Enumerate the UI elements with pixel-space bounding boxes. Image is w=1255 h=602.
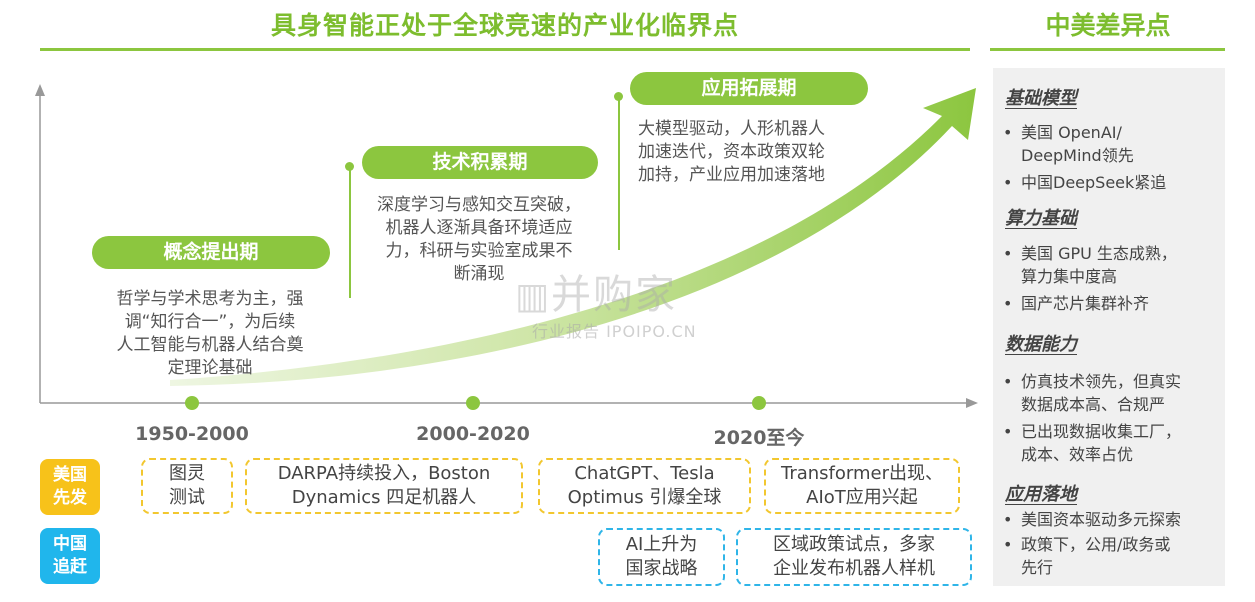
phase-text-application: 大模型驱动，人形机器人 加速迭代，资本政策双轮 加持，产业应用加速落地: [638, 119, 825, 185]
side-title: 中美差异点: [1045, 11, 1171, 40]
diff-section-title: 基础模型: [1005, 88, 1077, 109]
region-badge-cn: 中国 追赶: [40, 528, 100, 584]
x-axis-arrowhead: [966, 398, 978, 408]
diff-bullet: 美国 OpenAI/DeepMind领先: [1001, 121, 1223, 167]
phase-text-tech: 深度学习与感知交互突破， 机器人逐渐具备环境适应 力，科研与实验室成果不 断涌现: [377, 195, 581, 284]
phase-pill-tech: 技术积累期: [362, 146, 598, 179]
diff-bullet: 中国DeepSeek紧追: [1001, 171, 1223, 194]
phase-marker-line: [618, 98, 620, 250]
us-event-box: ChatGPT、Tesla Optimus 引爆全球: [538, 458, 751, 514]
diff-bullet: 国产芯片集群补齐: [1001, 292, 1223, 315]
growth-arrow: [170, 88, 976, 386]
diff-section-list: 美国 OpenAI/DeepMind领先 中国DeepSeek紧追: [1001, 121, 1223, 194]
phase-text-concept: 哲学与学术思考为主，强 调“知行合一”，为后续 人工智能与机器人结合奠 定理论基…: [116, 289, 304, 378]
diff-section-list: 美国 GPU 生态成熟，算力集中度高 国产芯片集群补齐: [1001, 242, 1223, 315]
timeline-dot: [185, 396, 199, 410]
watermark-text: 行业报告 IPOIPO.CN: [532, 322, 697, 341]
title-underline: [40, 48, 970, 51]
watermark-logo: ▥并购家: [515, 272, 678, 318]
year-label: 2000-2020: [416, 423, 530, 445]
phase-pill-application: 应用拓展期: [630, 72, 868, 105]
us-event-box: DARPA持续投入，Boston Dynamics 四足机器人: [245, 458, 523, 514]
diff-section-title: 数据能力: [1005, 334, 1077, 355]
phase-pill-concept: 概念提出期: [92, 236, 330, 269]
diff-bullet: 已出现数据收集工厂，成本、效率占优: [1001, 420, 1223, 466]
main-title: 具身智能正处于全球竞速的产业化临界点: [270, 11, 739, 40]
diff-bullet: 美国 GPU 生态成熟，算力集中度高: [1001, 242, 1223, 288]
us-event-box: Transformer出现、 AIoT应用兴起: [764, 458, 960, 514]
diff-bullet: 美国资本驱动多元探索: [1001, 508, 1223, 531]
year-label: 1950-2000: [135, 423, 249, 445]
region-badge-us: 美国 先发: [40, 459, 100, 515]
differences-panel: 基础模型 美国 OpenAI/DeepMind领先 中国DeepSeek紧追 算…: [993, 68, 1225, 586]
cn-event-box: 区域政策试点，多家 企业发布机器人样机: [736, 528, 972, 586]
year-label: 2020至今: [713, 427, 805, 449]
phase-marker-dot: [614, 92, 623, 101]
y-axis-arrowhead: [35, 84, 45, 96]
timeline-dot: [466, 396, 480, 410]
cn-event-box: AI上升为 国家战略: [598, 528, 725, 586]
diff-section-title: 应用落地: [1005, 484, 1077, 505]
phase-marker-dot: [345, 162, 354, 171]
diff-section-title: 算力基础: [1005, 208, 1077, 229]
phase-marker-line: [349, 168, 351, 298]
timeline-dot: [752, 396, 766, 410]
side-title-underline: [990, 48, 1225, 51]
us-event-box: 图灵 测试: [141, 458, 233, 514]
